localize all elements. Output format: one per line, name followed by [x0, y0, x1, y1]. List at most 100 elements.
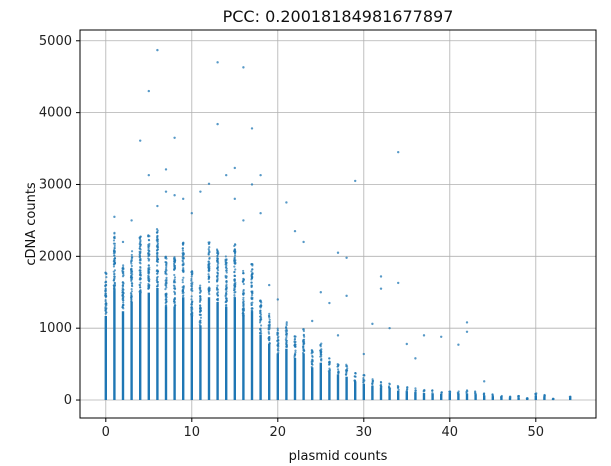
data-point	[190, 275, 193, 278]
point-column	[336, 363, 340, 401]
data-point	[112, 265, 116, 268]
data-point	[508, 396, 511, 399]
data-point	[225, 297, 228, 300]
data-point	[190, 289, 193, 292]
data-point	[190, 303, 193, 306]
data-point	[215, 279, 219, 282]
point-column	[440, 391, 443, 401]
data-point	[569, 395, 572, 399]
data-point	[207, 241, 210, 244]
data-point	[216, 291, 220, 294]
outlier-point	[173, 136, 176, 139]
data-point	[320, 359, 323, 362]
point-column	[448, 390, 452, 401]
data-point	[207, 275, 211, 278]
data-point	[130, 274, 133, 277]
y-tick-label: 3000	[39, 177, 72, 192]
data-point	[113, 256, 117, 260]
data-point	[234, 268, 237, 271]
data-point	[251, 296, 254, 299]
plot-frame	[79, 29, 597, 419]
data-point	[362, 377, 365, 380]
data-point	[302, 347, 305, 350]
data-point	[234, 290, 237, 294]
data-point	[138, 236, 141, 239]
data-point	[198, 321, 201, 324]
data-point	[172, 281, 176, 284]
data-point	[344, 373, 348, 376]
x-tick-label: 20	[270, 425, 287, 440]
data-point	[242, 296, 245, 299]
data-point	[139, 240, 142, 243]
data-point	[139, 251, 142, 255]
outlier-point	[259, 173, 262, 177]
outlier-point	[225, 173, 228, 177]
data-point	[198, 291, 202, 295]
data-point	[328, 367, 331, 370]
data-point	[105, 302, 108, 305]
outlier-point	[379, 287, 383, 290]
data-point	[250, 285, 253, 288]
point-column	[241, 269, 246, 401]
data-point	[431, 392, 434, 395]
data-point	[328, 369, 331, 372]
outlier-point	[362, 352, 365, 356]
data-point	[130, 276, 134, 279]
data-point	[371, 382, 374, 385]
data-point	[258, 332, 262, 335]
data-point	[302, 349, 305, 352]
data-point	[251, 301, 254, 304]
data-point	[148, 253, 151, 256]
data-point	[104, 300, 107, 303]
x-tick-label: 50	[528, 425, 545, 440]
data-point	[112, 284, 115, 287]
data-point	[113, 237, 116, 240]
data-point	[147, 278, 150, 282]
outlier-point	[173, 194, 176, 197]
data-point	[165, 278, 168, 281]
data-point	[277, 349, 280, 352]
data-point	[121, 304, 124, 307]
data-point	[216, 269, 220, 272]
data-point	[147, 264, 150, 267]
data-point	[250, 307, 253, 310]
data-point	[164, 271, 167, 275]
data-point	[251, 263, 254, 266]
data-point	[104, 281, 108, 284]
data-point	[155, 255, 159, 258]
point-column	[422, 388, 426, 401]
point-column	[310, 349, 314, 401]
data-point	[328, 360, 331, 363]
data-point	[216, 298, 219, 301]
data-point	[310, 362, 314, 366]
data-point	[233, 283, 236, 286]
data-point	[216, 288, 220, 291]
outlier-point	[285, 201, 288, 204]
data-point	[242, 312, 245, 316]
data-point	[233, 249, 237, 252]
data-point	[215, 275, 219, 278]
point-column	[517, 394, 520, 401]
data-point	[122, 270, 125, 273]
data-point	[165, 262, 168, 265]
outlier-point	[139, 139, 142, 142]
data-point	[225, 286, 228, 289]
point-column	[414, 387, 417, 401]
data-point	[104, 283, 108, 287]
data-point	[173, 265, 176, 268]
outlier-point	[164, 168, 168, 171]
data-point	[207, 273, 210, 276]
data-point	[139, 286, 142, 289]
outlier-point	[336, 251, 340, 254]
point-column	[138, 235, 142, 401]
data-point	[147, 247, 150, 250]
data-point	[259, 310, 262, 313]
data-point	[293, 335, 296, 338]
data-point	[165, 296, 168, 299]
data-point	[233, 279, 236, 282]
data-point	[138, 269, 141, 272]
data-point	[353, 375, 357, 378]
data-point	[482, 392, 486, 395]
outlier-point	[190, 212, 193, 215]
data-point	[233, 265, 236, 268]
